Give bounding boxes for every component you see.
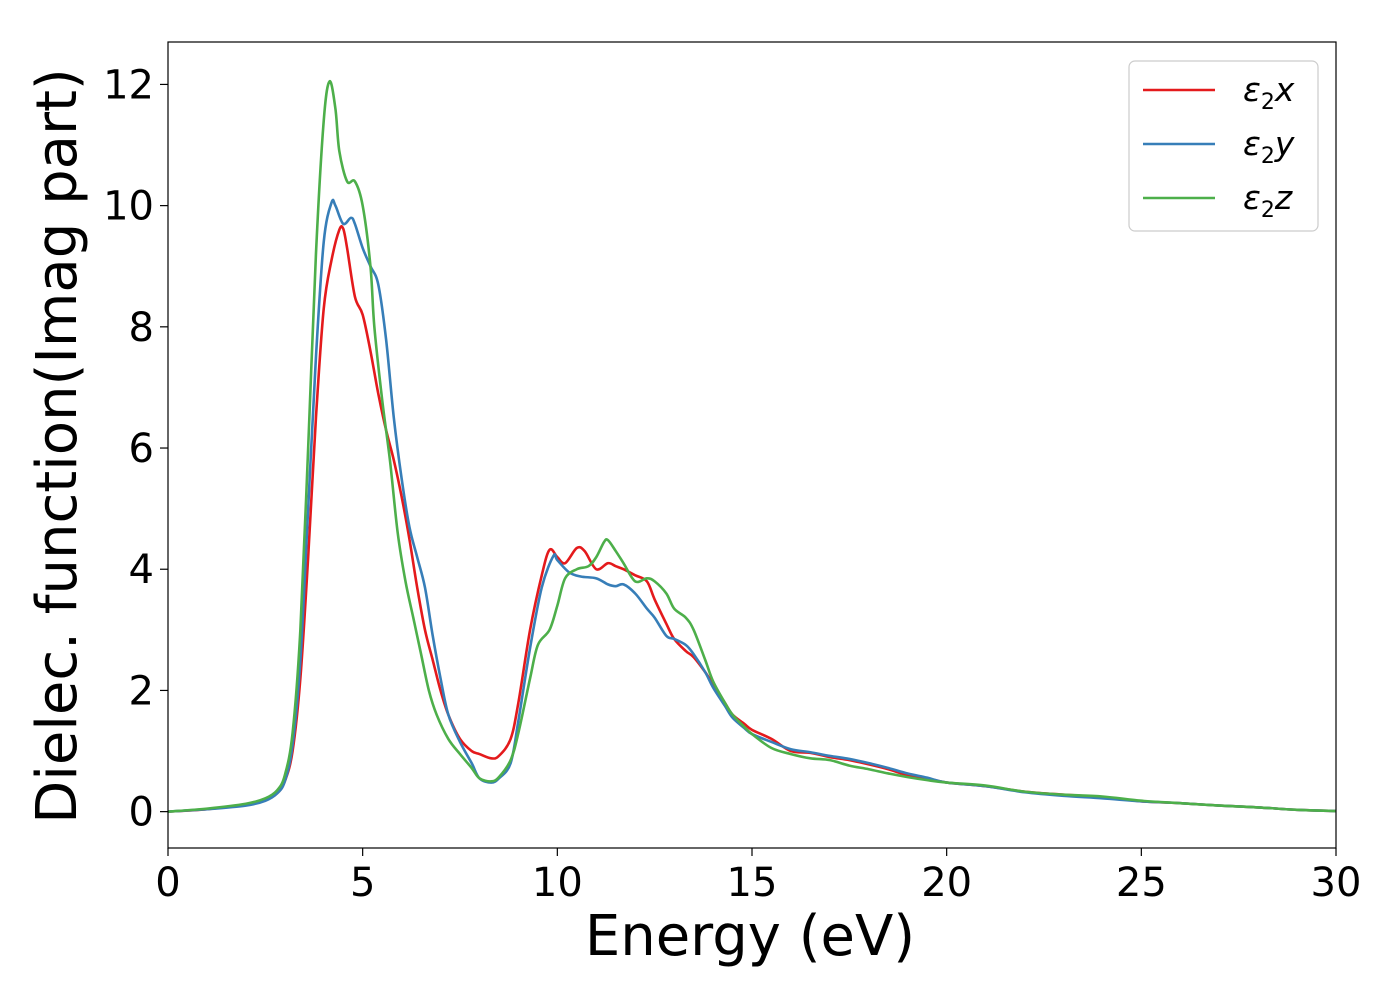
x-tick-label: 25 — [1116, 860, 1167, 906]
series-line-eps2y — [168, 198, 1336, 813]
x-axis-ticks: 0 5 10 15 20 25 30 — [155, 848, 1361, 906]
y-tick-label: 2 — [129, 668, 154, 714]
y-tick-label: 12 — [103, 62, 154, 108]
x-tick-label: 0 — [155, 860, 180, 906]
x-tick-label: 20 — [921, 860, 972, 906]
series-line-eps2z — [168, 80, 1336, 813]
y-tick-label: 10 — [103, 184, 154, 230]
x-tick-label: 5 — [350, 860, 375, 906]
y-tick-label: 0 — [129, 790, 154, 836]
x-tick-label: 10 — [532, 860, 583, 906]
legend-label: ε2y — [1243, 124, 1295, 169]
legend-label: ε2z — [1243, 178, 1293, 223]
x-tick-label: 30 — [1311, 860, 1362, 906]
x-tick-label: 15 — [727, 860, 778, 906]
legend: ε2x ε2y ε2z — [1128, 60, 1319, 232]
y-tick-label: 6 — [129, 426, 154, 472]
x-axis-label: Energy (eV) — [585, 904, 915, 969]
series-layer — [168, 80, 1336, 813]
legend-label: ε2x — [1243, 70, 1295, 115]
y-tick-label: 4 — [129, 547, 154, 593]
y-axis-ticks: 0 2 4 6 8 10 12 — [103, 62, 168, 836]
legend-box — [1128, 60, 1319, 232]
y-tick-label: 8 — [129, 305, 154, 351]
y-axis-label: Dielec. function(Imag part) — [25, 68, 90, 824]
